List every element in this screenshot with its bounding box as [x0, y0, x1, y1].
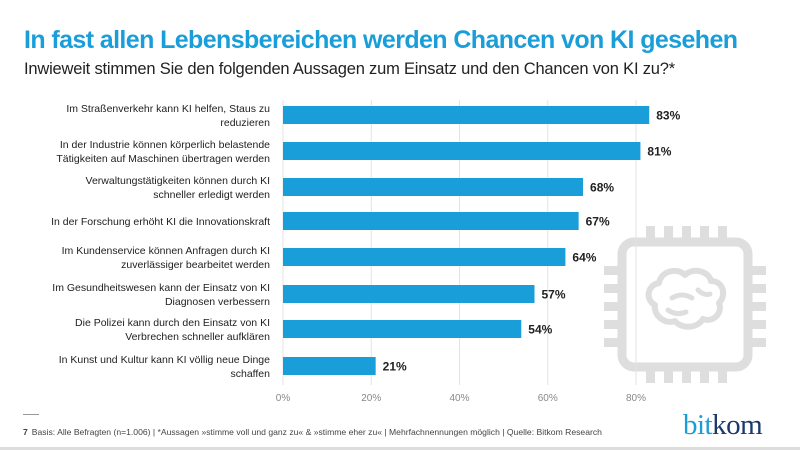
chip-brain-icon [604, 226, 766, 383]
category-label: Die Polizei kann durch den Einsatz von K… [75, 317, 270, 343]
bottom-border [0, 447, 800, 450]
chip-pin [604, 284, 619, 293]
logo-part1: bit [683, 409, 713, 441]
value-label: 57% [542, 288, 566, 302]
chip-pin [664, 369, 673, 383]
chip-pin [604, 320, 619, 329]
chip-pin [718, 369, 727, 383]
chip-pin [604, 338, 619, 347]
chart-title: In fast allen Lebensbereichen werden Cha… [24, 26, 738, 54]
chip-pin [751, 302, 766, 311]
bar [283, 212, 579, 230]
chip-pin [682, 226, 691, 240]
chip-pin [751, 338, 766, 347]
bitkom-logo: bitkom [683, 409, 763, 442]
value-label: 83% [656, 109, 680, 123]
value-label: 54% [528, 323, 552, 337]
chip-pin [646, 369, 655, 383]
category-label: Im Straßenverkehr kann KI helfen, Staus … [66, 103, 270, 129]
footer-text: Basis: Alle Befragten (n=1.006) | *Aussa… [31, 427, 602, 437]
category-label-line: Verwaltungstätigkeiten können durch KI [86, 175, 270, 187]
category-label: Im Gesundheitswesen kann der Einsatz von… [52, 282, 270, 308]
category-label-line: zuverlässiger bearbeitet werden [121, 259, 270, 271]
category-label-line: Diagnosen verbessern [165, 296, 270, 308]
category-label-line: Die Polizei kann durch den Einsatz von K… [75, 317, 270, 329]
category-label-line: Verbrechen schneller aufklären [125, 331, 270, 343]
x-tick-label: 60% [538, 393, 558, 404]
value-label: 68% [590, 181, 614, 195]
value-label: 64% [572, 251, 596, 265]
x-tick-label: 20% [361, 393, 381, 404]
chip-pin [751, 320, 766, 329]
bar [283, 142, 641, 160]
logo-part2: kom [712, 409, 763, 441]
value-label: 81% [647, 145, 671, 159]
bar [283, 285, 535, 303]
bar [283, 248, 566, 266]
category-label: In der Industrie können körperlich belas… [56, 139, 270, 165]
chip-pin [700, 226, 709, 240]
category-label-line: schneller erledigt werden [153, 189, 270, 201]
bar [283, 178, 584, 196]
category-label-line: schaffen [230, 368, 270, 380]
footer-note: 7 Basis: Alle Befragten (n=1.006) | *Auss… [23, 427, 602, 437]
category-label-line: In der Forschung erhöht KI die Innovatio… [51, 216, 270, 228]
category-label: Verwaltungstätigkeiten können durch KI sc… [86, 175, 271, 201]
chip-pin [751, 284, 766, 293]
x-tick-label: 0% [276, 393, 291, 404]
chip-pin [682, 369, 691, 383]
chart-subtitle: Inwieweit stimmen Sie den folgenden Auss… [24, 60, 675, 78]
footer-divider [23, 414, 39, 415]
category-label: In Kunst und Kultur kann KI völlig neue … [59, 354, 270, 380]
value-label: 67% [586, 215, 610, 229]
category-label-line: Im Straßenverkehr kann KI helfen, Staus … [66, 103, 270, 115]
chip-pin [718, 226, 727, 240]
chip-pin [604, 302, 619, 311]
category-label-line: reduzieren [220, 117, 270, 129]
category-label-line: Im Kundenservice können Anfragen durch K… [62, 245, 270, 257]
bar [283, 357, 376, 375]
category-label: Im Kundenservice können Anfragen durch K… [62, 245, 271, 271]
x-tick-label: 80% [626, 393, 646, 404]
bar [283, 320, 522, 338]
category-label-line: In Kunst und Kultur kann KI völlig neue … [59, 354, 270, 366]
category-label-line: Im Gesundheitswesen kann der Einsatz von… [52, 282, 270, 294]
chip-pin [700, 369, 709, 383]
category-label-line: In der Industrie können körperlich belas… [60, 139, 270, 151]
category-label: In der Forschung erhöht KI die Innovatio… [51, 216, 270, 228]
page-number: 7 [23, 427, 28, 437]
chip-pin [646, 226, 655, 240]
bar [283, 106, 650, 124]
value-label: 21% [383, 360, 407, 374]
chip-pin [604, 266, 619, 275]
chip-pin [664, 226, 673, 240]
x-tick-label: 40% [449, 393, 469, 404]
category-label-line: Tätigkeiten auf Maschinen übertragen wer… [56, 153, 270, 165]
chip-pin [751, 266, 766, 275]
